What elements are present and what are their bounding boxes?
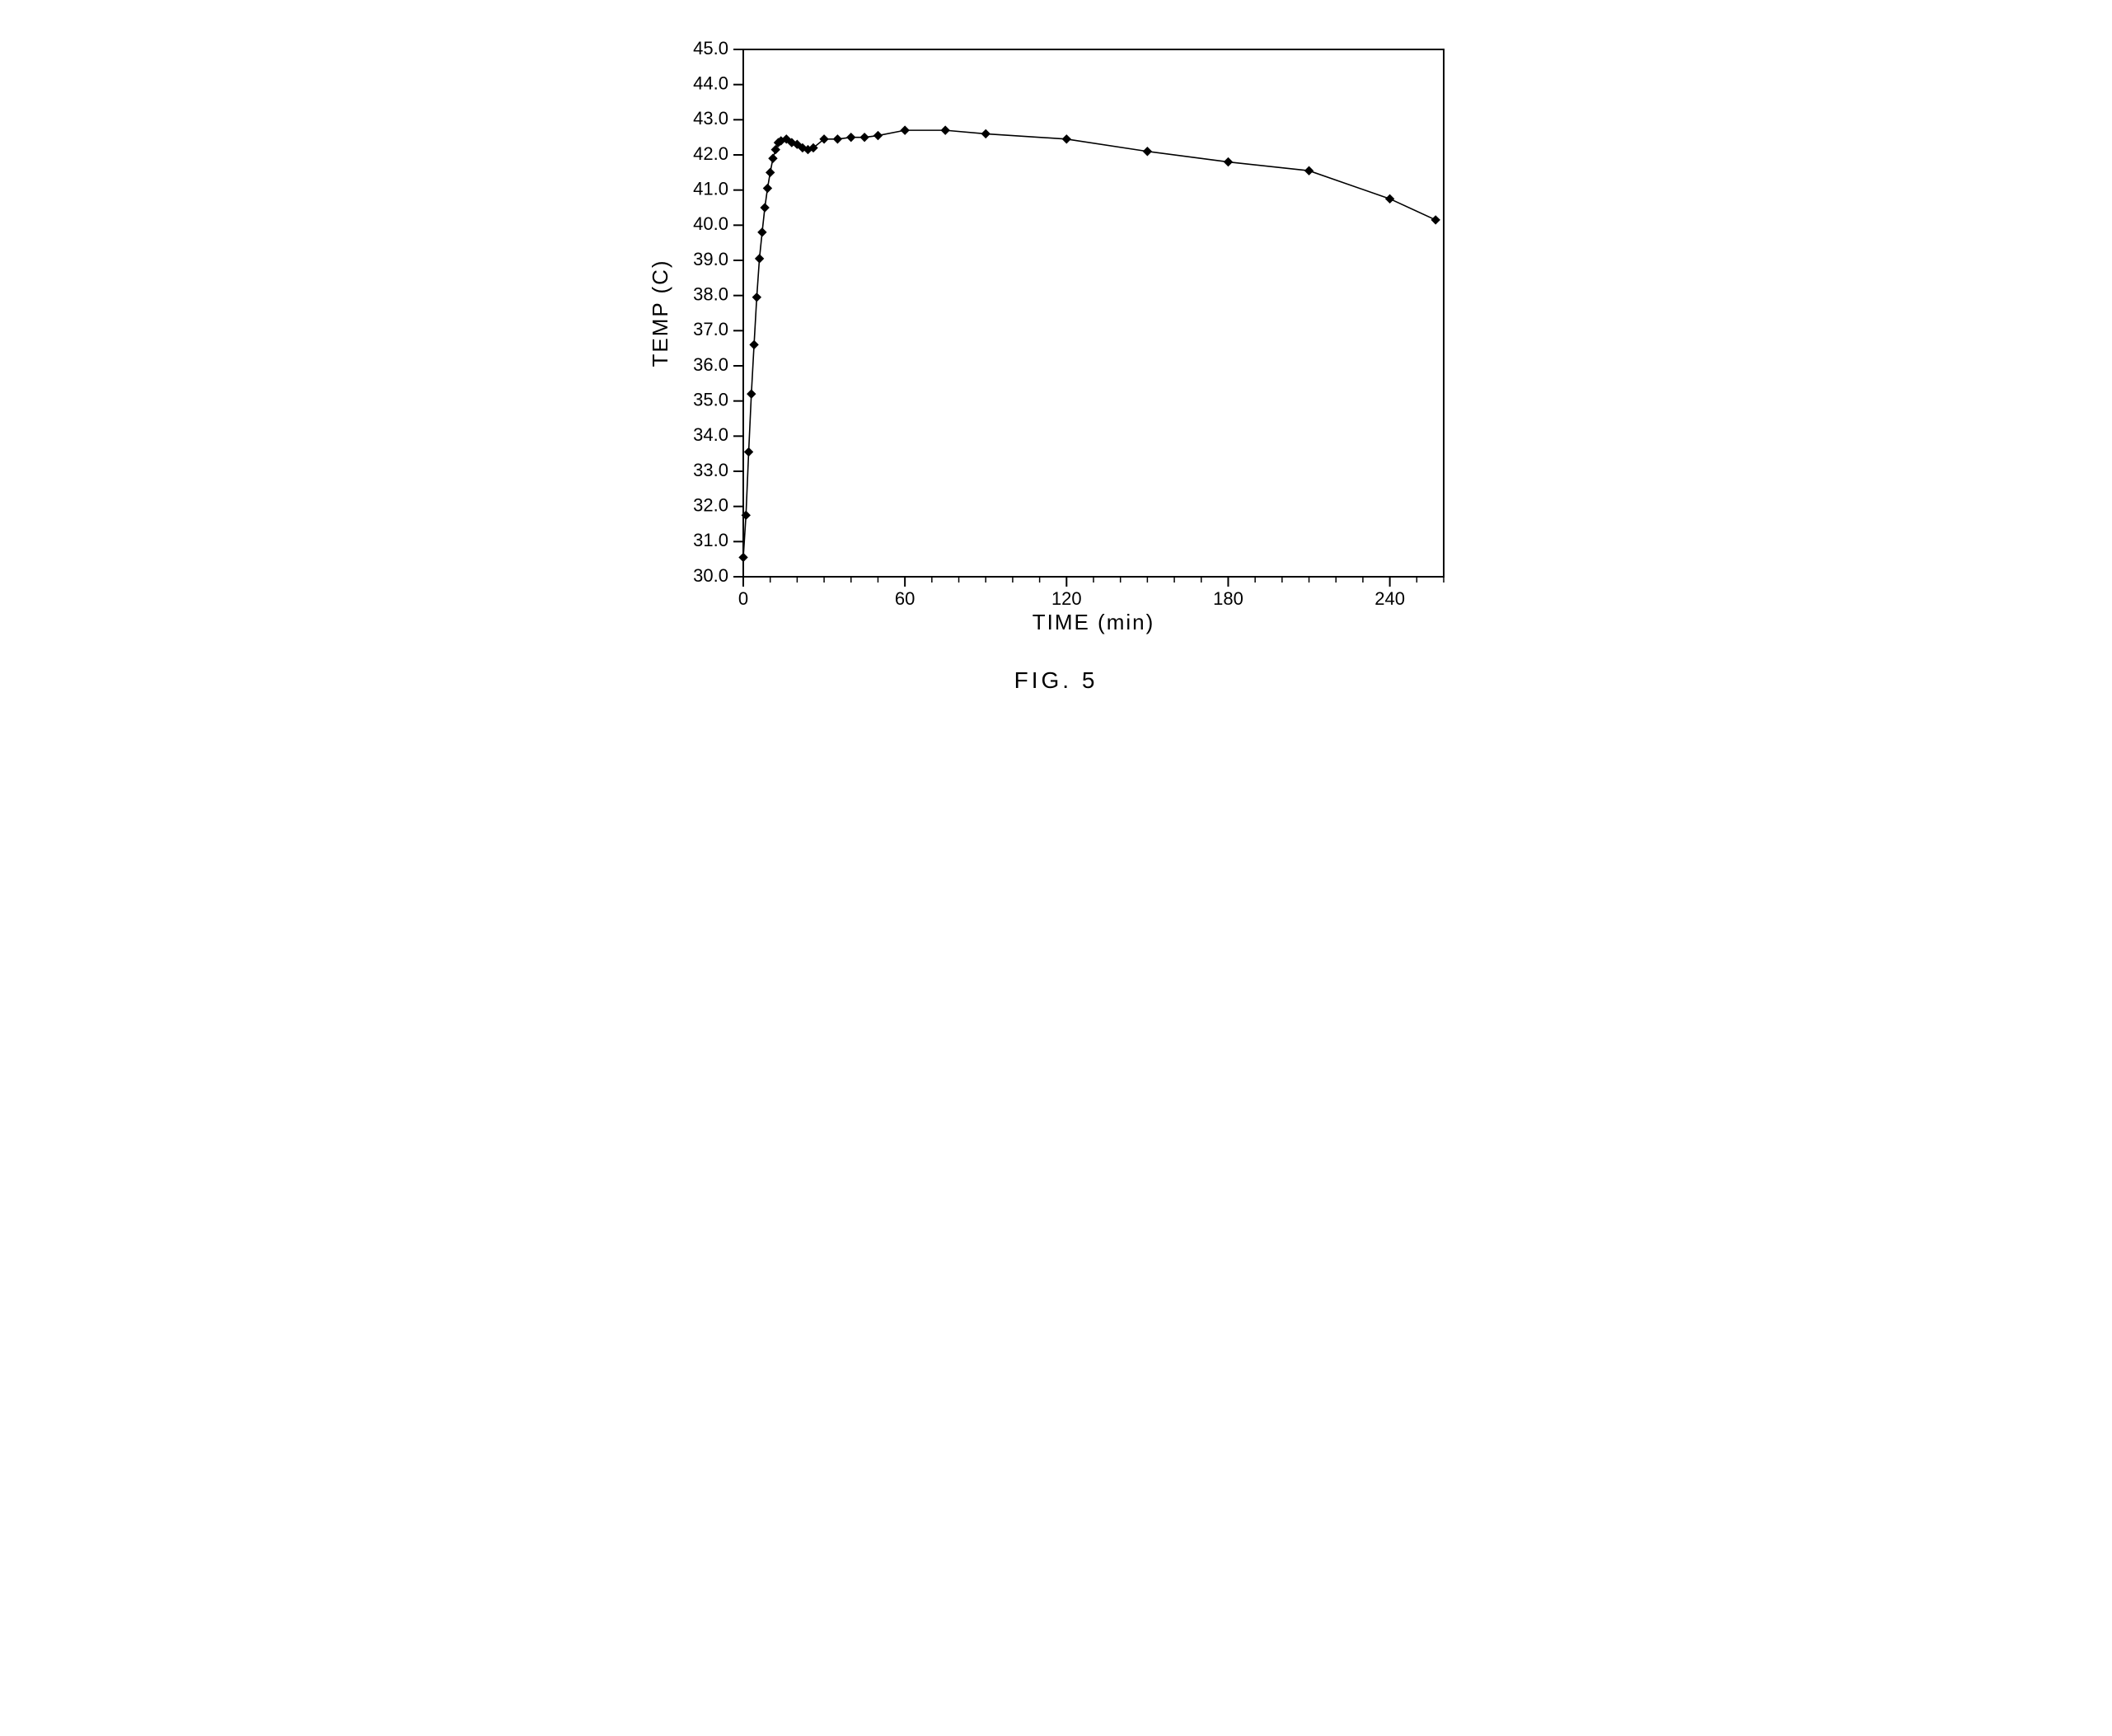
svg-text:35.0: 35.0 bbox=[693, 389, 728, 409]
svg-text:37.0: 37.0 bbox=[693, 319, 728, 339]
svg-text:30.0: 30.0 bbox=[693, 565, 728, 586]
svg-text:42.0: 42.0 bbox=[693, 143, 728, 164]
svg-text:32.0: 32.0 bbox=[693, 494, 728, 515]
chart-container: 30.0 31.0 32.0 33.0 34.0 35.0 36.0 37.0 38.0 39.0… bbox=[644, 33, 1468, 676]
svg-text:34.0: 34.0 bbox=[693, 424, 728, 445]
svg-text:40.0: 40.0 bbox=[693, 213, 728, 234]
svg-text:120: 120 bbox=[1051, 588, 1081, 609]
svg-text:180: 180 bbox=[1213, 588, 1243, 609]
svg-text:240: 240 bbox=[1374, 588, 1405, 609]
svg-text:39.0: 39.0 bbox=[693, 249, 728, 269]
figure-caption: FIG. 5 bbox=[644, 667, 1468, 694]
svg-text:43.0: 43.0 bbox=[693, 108, 728, 129]
svg-text:44.0: 44.0 bbox=[693, 73, 728, 93]
svg-text:60: 60 bbox=[894, 588, 914, 609]
svg-text:38.0: 38.0 bbox=[693, 283, 728, 304]
svg-text:36.0: 36.0 bbox=[693, 354, 728, 375]
svg-text:45.0: 45.0 bbox=[693, 38, 728, 58]
svg-text:31.0: 31.0 bbox=[693, 530, 728, 550]
svg-text:0: 0 bbox=[738, 588, 747, 609]
svg-text:TEMP (C): TEMP (C) bbox=[648, 259, 672, 367]
temp-time-chart: 30.0 31.0 32.0 33.0 34.0 35.0 36.0 37.0 38.0 39.0… bbox=[644, 33, 1468, 643]
svg-text:33.0: 33.0 bbox=[693, 460, 728, 480]
svg-text:41.0: 41.0 bbox=[693, 178, 728, 199]
svg-text:TIME (min): TIME (min) bbox=[1032, 610, 1154, 634]
